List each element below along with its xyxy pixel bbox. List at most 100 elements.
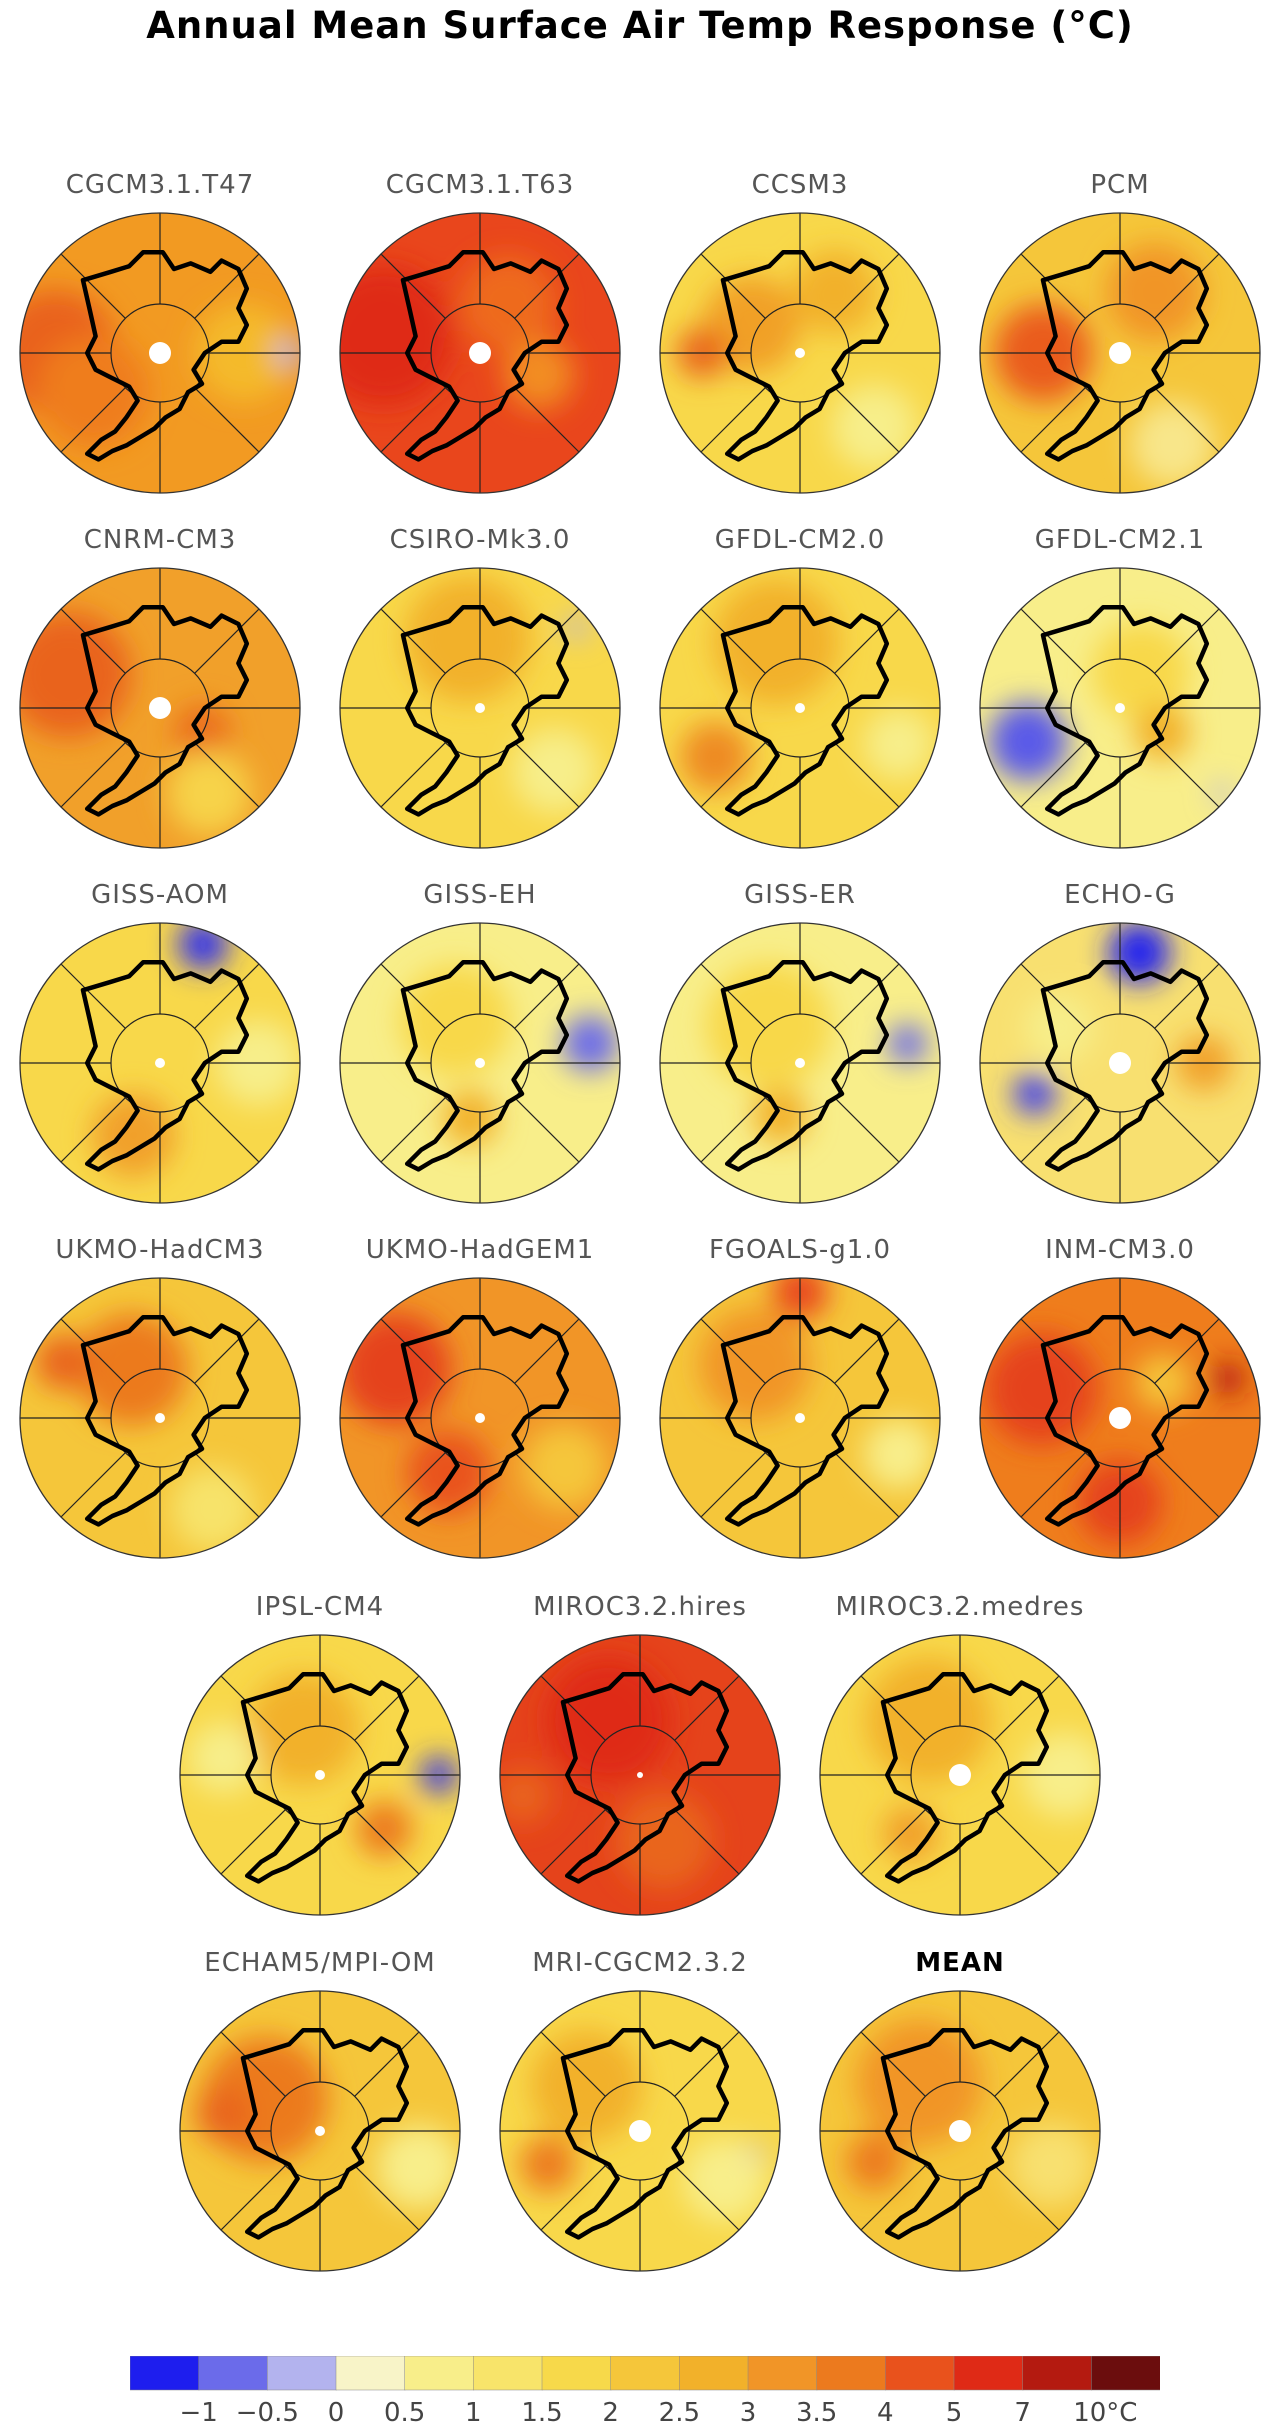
anomaly-region [614, 1791, 713, 1890]
colorbar-tick-label: 2 [602, 2398, 619, 2428]
colorbar-tick-label: 1 [465, 2398, 482, 2428]
map-border [659, 567, 941, 849]
anomaly-region [750, 2144, 765, 2159]
graticule [180, 1635, 460, 1915]
map-border [659, 922, 941, 1204]
panel-gfdl-cm2-0: GFDL-CM2.0 [650, 525, 950, 865]
map-border [819, 1990, 1101, 2272]
panel-ipsl-cm4: IPSL-CM4 [170, 1592, 470, 1932]
polar-map [339, 922, 621, 1204]
coastline [400, 249, 570, 462]
panel-echo-g: ECHO-G [970, 880, 1270, 1220]
coastline [240, 1671, 410, 1884]
anomaly-region [195, 2085, 252, 2142]
map-border [19, 212, 301, 494]
coastline [720, 249, 890, 462]
pole-marker [315, 2126, 325, 2136]
polar-map [819, 1990, 1101, 2272]
coastline [560, 1671, 730, 1884]
panel-title: CGCM3.1.T47 [65, 170, 255, 200]
colorbar-tick-label: 3 [739, 2398, 757, 2428]
anomaly-region [91, 1093, 176, 1178]
anomaly-region [863, 708, 934, 779]
coastline [80, 959, 250, 1172]
map-border [979, 1277, 1261, 1559]
polar-map [659, 922, 941, 1204]
colorbar-swatch [953, 2356, 1024, 2391]
polar-map [19, 922, 301, 1204]
map-border [339, 922, 621, 1204]
anomaly-region [793, 250, 877, 335]
anomaly-region [340, 1313, 452, 1425]
colorbar-swatch [679, 2356, 749, 2391]
anomaly-region [1013, 1073, 1056, 1116]
coastline [1040, 604, 1210, 817]
panel-mri-cgcm2-3-2: MRI-CGCM2.3.2 [490, 1948, 790, 2288]
coastline [1040, 1314, 1210, 1527]
colorbar-tick-label: −1 [179, 2398, 218, 2428]
graticule [500, 1991, 780, 2271]
anomaly-region [170, 1466, 255, 1551]
pole-marker [1109, 1407, 1131, 1429]
pole-marker [469, 342, 491, 364]
coastline [400, 959, 570, 1172]
polar-map [659, 212, 941, 494]
pole-marker [475, 1058, 485, 1068]
figure-title: Annual Mean Surface Air Temp Response (°… [146, 4, 1134, 47]
panel-inm-cm3-0: INM-CM3.0 [970, 1235, 1270, 1575]
coastline [80, 604, 250, 817]
panel-title: IPSL-CM4 [255, 1592, 385, 1622]
colorbar-tick-label: 7 [1014, 2398, 1031, 2428]
anomaly-region [177, 923, 229, 970]
graticule [820, 1991, 1100, 2271]
polar-map [979, 1277, 1261, 1559]
panel-echam5-mpi-om: ECHAM5/MPI-OM [170, 1948, 470, 2288]
colorbar-tick-label: 0 [327, 2398, 345, 2428]
panel-csiro-mk3-0: CSIRO-Mk3.0 [330, 525, 630, 865]
coastline [560, 2027, 730, 2240]
colorbar-tick-label: 0.5 [383, 2398, 426, 2428]
panel-title: GFDL-CM2.1 [1034, 525, 1206, 555]
polar-map [819, 1634, 1101, 1916]
anomaly-region [459, 255, 557, 354]
anomaly-region [699, 1308, 812, 1421]
anomaly-region [1211, 1361, 1245, 1396]
map-border [19, 1277, 301, 1559]
pole-marker [795, 703, 805, 713]
graticule [340, 568, 620, 848]
map-border [19, 922, 301, 1204]
panel-giss-aom: GISS-AOM [10, 880, 310, 1220]
anomaly-region [856, 2019, 983, 2146]
panel-title: GISS-AOM [91, 880, 229, 910]
anomaly-region [713, 579, 840, 706]
panel-title: INM-CM3.0 [1045, 1235, 1195, 1265]
panel-title: GISS-EH [423, 880, 537, 910]
map-border [19, 567, 301, 849]
polar-map [179, 1990, 461, 2272]
panel-gfdl-cm2-1: GFDL-CM2.1 [970, 525, 1270, 865]
anomaly-region [376, 2124, 460, 2209]
polar-map [19, 212, 301, 494]
polar-map [339, 567, 621, 849]
panel-pcm: PCM [970, 170, 1270, 510]
map-border [659, 212, 941, 494]
anomaly-region [1130, 401, 1215, 486]
polar-map [19, 567, 301, 849]
panel-title: ECHO-G [1064, 880, 1176, 910]
colorbar-tick-label: 10°C [1073, 2398, 1138, 2428]
panel-title: MIROC3.2.medres [835, 1592, 1085, 1622]
anomaly-region [35, 1334, 92, 1390]
graticule [180, 1991, 460, 2271]
panel-title: CGCM3.1.T63 [385, 170, 575, 200]
map-border [339, 567, 621, 849]
polar-map [659, 567, 941, 849]
pole-marker [149, 697, 171, 719]
panel-title: MIROC3.2.hires [533, 1592, 747, 1622]
anomaly-region [1212, 783, 1232, 804]
pole-marker [1109, 1052, 1131, 1074]
colorbar-tick-label: 3.5 [795, 2398, 838, 2428]
coastline [400, 1314, 570, 1527]
colorbar-swatch [747, 2356, 818, 2391]
anomaly-region [519, 2136, 576, 2193]
polar-map [339, 212, 621, 494]
